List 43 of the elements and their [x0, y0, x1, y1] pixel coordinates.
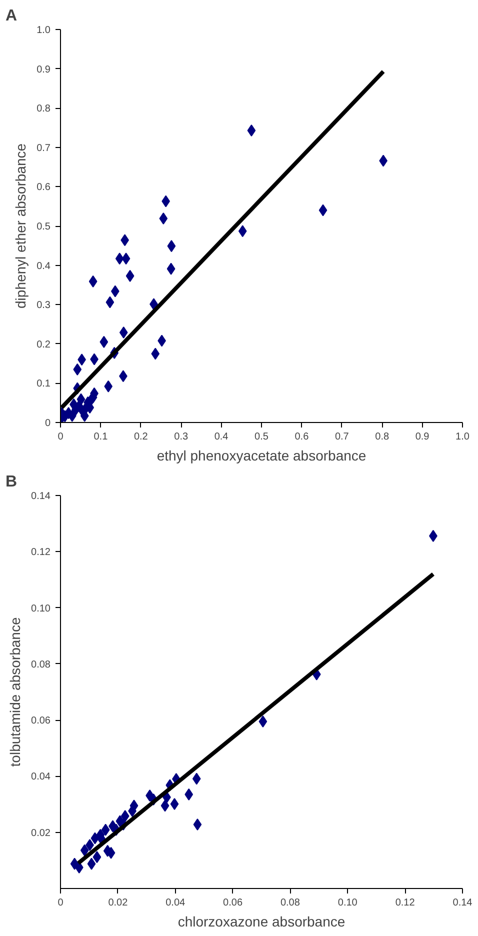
y-axis-title: diphenyl ether absorbance — [12, 143, 29, 309]
x-tick-label: 0.2 — [134, 432, 148, 442]
y-tick-label: 0.12 — [31, 547, 51, 558]
y-tick-label: 0.8 — [36, 104, 51, 115]
y-tick-label: 0.1 — [36, 378, 51, 390]
x-tick-label: 0 — [58, 432, 64, 442]
x-tick-label: 0.1 — [94, 432, 108, 442]
y-axis-title: tolbutamide absorbance — [7, 617, 24, 767]
y-tick-label: 0.7 — [36, 142, 51, 154]
y-tick-label: 0.14 — [31, 491, 51, 502]
x-tick-label: 0 — [58, 898, 64, 908]
y-tick-label: 0 — [44, 418, 51, 429]
chart-title: A — [6, 8, 18, 24]
x-tick-label: 0.04 — [166, 898, 186, 908]
x-tick-label: 0.6 — [294, 432, 310, 442]
y-tick-label: 0.5 — [36, 222, 51, 232]
y-tick-label: 0.02 — [31, 828, 51, 839]
x-tick-label: 0.10 — [338, 898, 358, 908]
x-tick-label: 0.14 — [452, 898, 473, 908]
y-tick-label: 0.6 — [36, 182, 51, 194]
x-tick-label: 0.08 — [280, 898, 300, 908]
y-tick-label: 0.08 — [31, 659, 51, 670]
x-tick-label: 0.12 — [395, 898, 416, 908]
x-tick-label: 0.8 — [375, 432, 390, 442]
x-tick-label: 0.06 — [223, 898, 243, 908]
chart-title: B — [6, 474, 18, 490]
x-axis-title: ethyl phenoxyacetate absorbance — [156, 448, 366, 464]
y-tick-label: 0.06 — [31, 716, 51, 727]
y-tick-label: 0.9 — [36, 64, 51, 76]
y-tick-label: 0.2 — [36, 339, 51, 350]
y-tick-label: 0.10 — [31, 603, 51, 614]
x-tick-label: 0.4 — [214, 432, 229, 442]
y-tick-label: 0.3 — [36, 300, 51, 312]
y-tick-label: 1.0 — [36, 25, 51, 36]
y-tick-label: 0.04 — [31, 772, 51, 783]
x-tick-label: 0.7 — [334, 432, 350, 442]
x-tick-label: 0.3 — [174, 432, 188, 442]
y-tick-label: 0.4 — [36, 260, 51, 272]
x-tick-label: 1.0 — [456, 432, 470, 442]
x-tick-label: 0.02 — [108, 898, 128, 908]
x-tick-label: 0.9 — [415, 432, 430, 442]
x-axis-title: chlorzoxazone absorbance — [178, 914, 346, 930]
x-tick-label: 0.5 — [254, 432, 269, 442]
